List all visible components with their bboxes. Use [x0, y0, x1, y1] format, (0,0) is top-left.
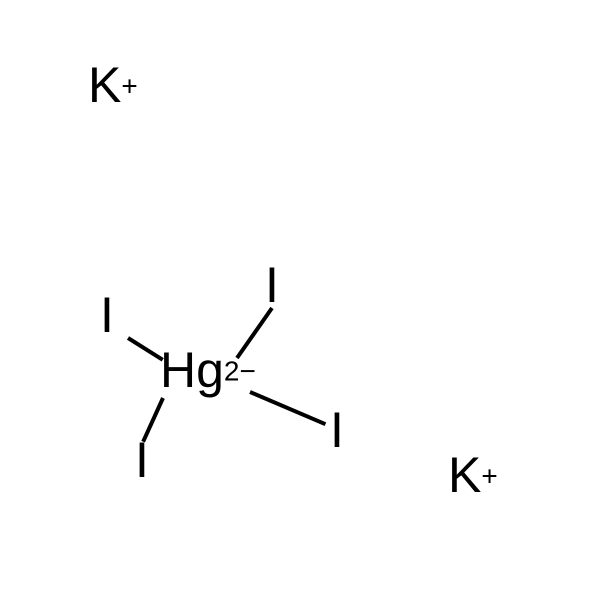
atom-i_ul: I — [100, 290, 114, 340]
bond-3 — [249, 390, 326, 426]
bond-2 — [141, 397, 165, 443]
atom-label: K — [88, 57, 121, 113]
atom-label: I — [330, 402, 344, 458]
atom-k2: K+ — [448, 450, 498, 500]
atom-i_lr: I — [330, 405, 344, 455]
atom-i_ll: I — [135, 435, 149, 485]
atom-charge: + — [481, 461, 497, 492]
atom-label: I — [100, 287, 114, 343]
atom-k1: K+ — [88, 60, 138, 110]
atom-label: I — [265, 257, 279, 313]
atom-label: K — [448, 447, 481, 503]
atom-label: Hg — [160, 342, 224, 398]
atom-charge: 2− — [224, 356, 256, 387]
bond-0 — [127, 336, 164, 361]
atom-i_ur: I — [265, 260, 279, 310]
atom-charge: + — [121, 71, 137, 102]
